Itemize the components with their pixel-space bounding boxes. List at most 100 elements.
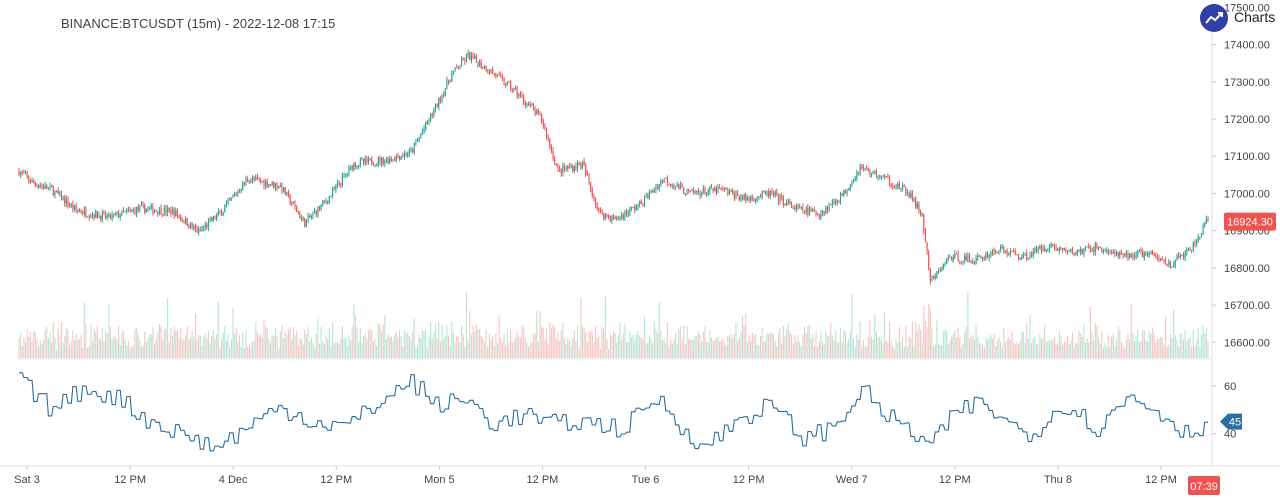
volume-bar [1080, 333, 1082, 358]
volume-bar [787, 323, 789, 358]
volume-bar [349, 340, 352, 358]
volume-bar [281, 325, 283, 358]
candle-body [359, 159, 361, 166]
candle-body [353, 162, 355, 170]
candle-body [802, 206, 804, 212]
candle-body [436, 104, 438, 108]
candle-body [284, 187, 286, 195]
volume-bar [21, 346, 23, 358]
volume-bar [1187, 338, 1189, 358]
volume-bar [554, 326, 556, 358]
volume-bar [673, 339, 675, 358]
candle-body [1158, 258, 1160, 261]
brand-logo[interactable]: Charts p [1200, 4, 1280, 34]
volume-bar [183, 339, 185, 358]
candle-body [581, 161, 584, 168]
volume-bar [488, 333, 490, 358]
candle-body [425, 121, 427, 129]
volume-bar [902, 337, 904, 358]
candle-body [962, 260, 964, 263]
candle-body [402, 156, 404, 158]
candle-body [732, 190, 734, 193]
volume-bar [936, 320, 938, 358]
volume-bar [325, 335, 327, 358]
volume-bar [41, 343, 43, 358]
volume-bar [379, 324, 381, 358]
candle-body [235, 194, 237, 196]
candle-body [1111, 252, 1113, 254]
volume-bar [761, 327, 763, 358]
candle-body [243, 182, 245, 184]
volume-bar [531, 343, 533, 358]
candle-body [552, 150, 554, 159]
candle-body [970, 260, 972, 263]
candle-body [1096, 243, 1098, 249]
candle-body [346, 173, 348, 175]
candle-body [621, 215, 623, 217]
candle-body [527, 103, 530, 105]
volume-bar [341, 325, 343, 358]
volume-bar [722, 339, 724, 358]
candle-body [516, 89, 518, 96]
candle-body [416, 140, 419, 142]
candle-body [250, 180, 252, 183]
candle-body [278, 187, 280, 189]
volume-bar [222, 332, 224, 358]
candle-body [955, 253, 958, 255]
price-tick-label: 17500.00 [1224, 2, 1270, 14]
candle-body [469, 52, 471, 61]
candle-body [794, 208, 796, 210]
volume-bar [684, 344, 686, 358]
volume-bar [425, 329, 427, 358]
volume-bar [354, 315, 357, 358]
candle-body [145, 209, 147, 213]
volume-bar [421, 330, 423, 358]
volume-bar [1104, 342, 1106, 358]
candle-body [1207, 218, 1209, 220]
candle-body [147, 208, 149, 210]
candle-body [55, 190, 58, 192]
candle-body [118, 212, 120, 218]
volume-bar [286, 334, 288, 358]
volume-bar [862, 339, 864, 358]
candle-body [23, 172, 25, 174]
candle-body [216, 215, 218, 220]
volume-bar [1089, 306, 1091, 358]
volume-bar [479, 328, 481, 358]
volume-bar [377, 323, 379, 358]
volume-bar [152, 327, 154, 358]
trend-up-icon [1200, 4, 1228, 32]
candle-body [1022, 253, 1025, 257]
volume-bar [622, 333, 624, 358]
candle-body [441, 95, 443, 102]
candle-body [341, 175, 343, 185]
candle-body [155, 210, 157, 212]
candle-body [333, 189, 335, 191]
candle-body [485, 65, 487, 72]
candle-body [24, 173, 27, 175]
candle-body [815, 211, 817, 215]
volume-bar [681, 340, 683, 358]
candle-body [18, 171, 20, 176]
volume-bar [696, 335, 698, 358]
volume-bar [508, 342, 510, 358]
candle-body [198, 229, 200, 233]
volume-bar [692, 339, 695, 358]
volume-bar [385, 339, 388, 358]
candle-body [256, 177, 259, 179]
volume-bar [986, 340, 989, 358]
volume-bar [921, 344, 923, 358]
volume-bar [884, 312, 886, 358]
candle-body [69, 205, 71, 207]
candle-body [379, 158, 381, 164]
price-tick-label: 17000.00 [1224, 188, 1270, 200]
volume-bar [857, 338, 860, 358]
volume-bar [428, 336, 430, 358]
candle-body [95, 211, 97, 218]
volume-bar [996, 340, 998, 358]
candle-body [557, 165, 559, 169]
candle-body [247, 178, 249, 181]
candle-body [1047, 249, 1049, 251]
volume-bar [952, 333, 954, 358]
